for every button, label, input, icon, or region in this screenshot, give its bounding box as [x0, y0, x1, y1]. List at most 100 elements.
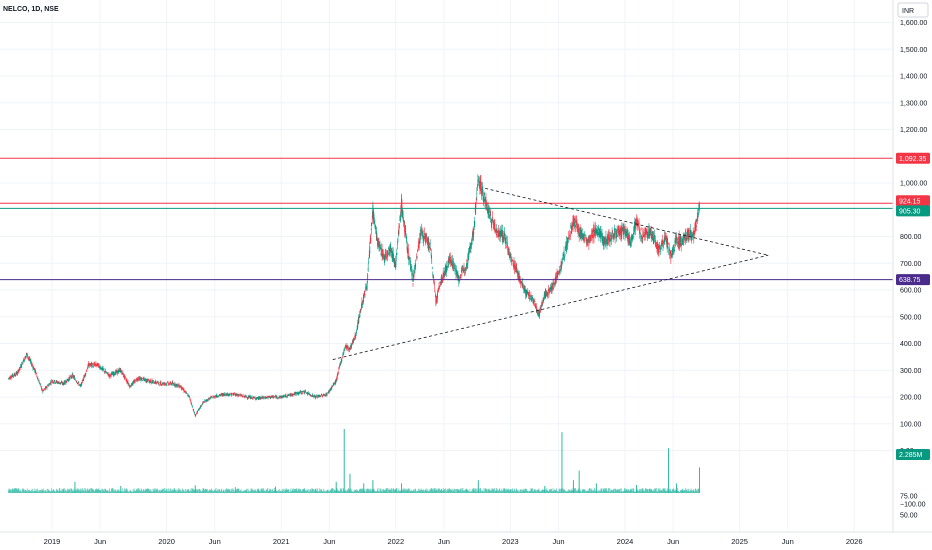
volume-bar — [660, 490, 662, 493]
candle-body — [342, 354, 344, 356]
volume-bar — [336, 488, 338, 493]
volume-bar — [463, 490, 465, 493]
volume-bar — [98, 489, 100, 493]
candle-body — [592, 229, 593, 233]
volume-bar — [222, 490, 224, 493]
volume-bar — [571, 490, 573, 493]
candle-body — [464, 271, 465, 273]
candle-body — [60, 382, 62, 384]
currency-label[interactable]: INR — [902, 8, 914, 15]
volume-bar — [89, 489, 91, 493]
volume-bar — [675, 490, 676, 493]
candle-body — [295, 392, 297, 394]
candle-body — [616, 233, 618, 238]
volume-bar — [338, 490, 340, 493]
volume-bar — [61, 489, 63, 493]
candle-body — [359, 308, 361, 312]
volume-bar — [581, 489, 583, 493]
volume-bar — [203, 490, 205, 493]
volume-bar — [670, 488, 672, 493]
candle-body — [552, 282, 554, 285]
volume-bar — [69, 488, 71, 493]
time-axis[interactable]: 2019 Jun 2020 Jun 2021 Jun 2022 Jun 2023 Jun 2024 J… — [44, 537, 863, 546]
volume-bar — [342, 488, 344, 493]
volume-bar — [73, 491, 75, 493]
candle-body — [213, 396, 214, 398]
volume-bar — [193, 489, 195, 493]
price-axis[interactable]: 1,600.001,500.001,400.001,300.001,200.00… — [900, 20, 927, 520]
trendline[interactable] — [485, 187, 769, 256]
volume-bar — [371, 491, 373, 493]
volume-bar — [398, 488, 400, 493]
candle-body — [295, 392, 297, 394]
candle-body — [673, 249, 675, 251]
candle-body — [54, 380, 56, 382]
volume-bar — [256, 491, 258, 493]
volume-bar — [151, 491, 153, 493]
candle-body — [267, 396, 269, 399]
candle-body — [445, 267, 447, 273]
candle-body — [670, 254, 672, 257]
price-tick-label: 1,000.00 — [900, 181, 927, 188]
volume-bar — [545, 489, 547, 493]
volume-bar — [464, 490, 466, 493]
candle-body — [357, 322, 359, 328]
candle-body — [542, 302, 544, 304]
volume-bar — [224, 491, 226, 493]
currency-button-frame[interactable] — [897, 2, 929, 18]
volume-bar — [384, 490, 386, 493]
candle-body — [266, 397, 267, 399]
volume-bar — [45, 490, 46, 493]
candle-body — [504, 234, 506, 242]
candle-body — [278, 397, 280, 398]
volume-bar — [195, 489, 197, 493]
volume-bar — [105, 488, 106, 493]
volume-bar — [461, 488, 463, 493]
volume-bar — [182, 488, 183, 493]
volume-bar — [542, 490, 544, 493]
candle-body — [124, 375, 126, 378]
volume-bar — [504, 488, 506, 493]
volume-bar — [290, 488, 292, 493]
candle-body — [448, 256, 450, 261]
volume-bar — [41, 489, 43, 493]
volume-bar — [110, 488, 112, 493]
candle-body — [598, 228, 600, 238]
volume-bar — [293, 490, 295, 493]
volume-bar — [16, 488, 18, 493]
volume-bar — [399, 491, 401, 493]
volume-bar — [16, 490, 18, 493]
candle-body — [175, 384, 177, 387]
volume-bar — [81, 489, 83, 493]
candle-body — [396, 243, 398, 245]
candle-body — [576, 221, 577, 225]
candle-body — [13, 375, 15, 377]
candle-body — [148, 381, 150, 382]
volume-bar — [13, 489, 15, 493]
volume-bar — [167, 491, 169, 493]
candle-body — [428, 242, 430, 247]
volume-bar — [582, 488, 584, 493]
volume-bar — [178, 490, 180, 493]
candle-body — [659, 248, 661, 249]
volume-bar — [28, 490, 30, 493]
candle-body — [558, 272, 560, 274]
volume-bar — [614, 491, 615, 493]
candle-body — [585, 238, 587, 242]
volume-bar — [430, 489, 432, 493]
volume-bar — [43, 491, 45, 493]
volume-bar — [190, 491, 191, 493]
volume-bar — [476, 491, 478, 493]
candle-body — [233, 393, 235, 395]
currency-button[interactable]: INR — [897, 2, 929, 18]
candle-body — [676, 237, 678, 239]
volume-bar — [519, 491, 521, 493]
candle-body — [266, 397, 268, 398]
candle-body — [496, 228, 497, 231]
volume-bar — [467, 490, 469, 493]
volume-bar — [445, 491, 447, 493]
volume-bar — [59, 488, 61, 493]
candle-body — [66, 380, 68, 383]
candle-body — [595, 227, 596, 234]
